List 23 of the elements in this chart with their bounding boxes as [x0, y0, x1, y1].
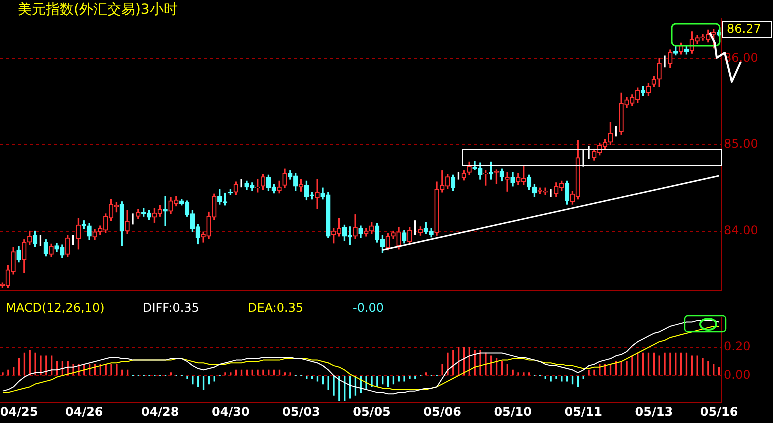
x-tick-label: 04/30	[212, 404, 250, 419]
text: DEA:0.35	[248, 301, 304, 315]
x-tick-label: 05/03	[282, 404, 320, 419]
x-tick-label: 05/06	[424, 404, 462, 419]
y-tick-label: 85.00	[724, 137, 758, 152]
y-tick-label: 0.20	[724, 340, 751, 354]
x-tick-label: 04/26	[66, 404, 104, 419]
candlestick	[163, 196, 168, 226]
chart-title: MACD(12,26,10)	[6, 301, 105, 315]
text: 86.27	[727, 22, 762, 36]
x-tick-label: 05/16	[700, 404, 738, 419]
x-tick-label: 05/13	[635, 404, 674, 419]
x-tick-label: 04/25	[0, 404, 38, 419]
x-tick-label: 05/11	[564, 404, 603, 419]
candlestick	[315, 179, 320, 210]
x-tick-label: 05/05	[353, 404, 391, 419]
y-tick-label: 0.00	[724, 368, 751, 382]
y-tick-label: 84.00	[724, 223, 758, 238]
chart-title: 美元指数(外汇交易)3小时	[18, 1, 178, 19]
x-tick-label: 04/28	[141, 404, 180, 419]
text: -0.00	[353, 301, 384, 315]
x-tick-label: 05/10	[494, 404, 532, 419]
text: DIFF:0.35	[143, 301, 200, 315]
